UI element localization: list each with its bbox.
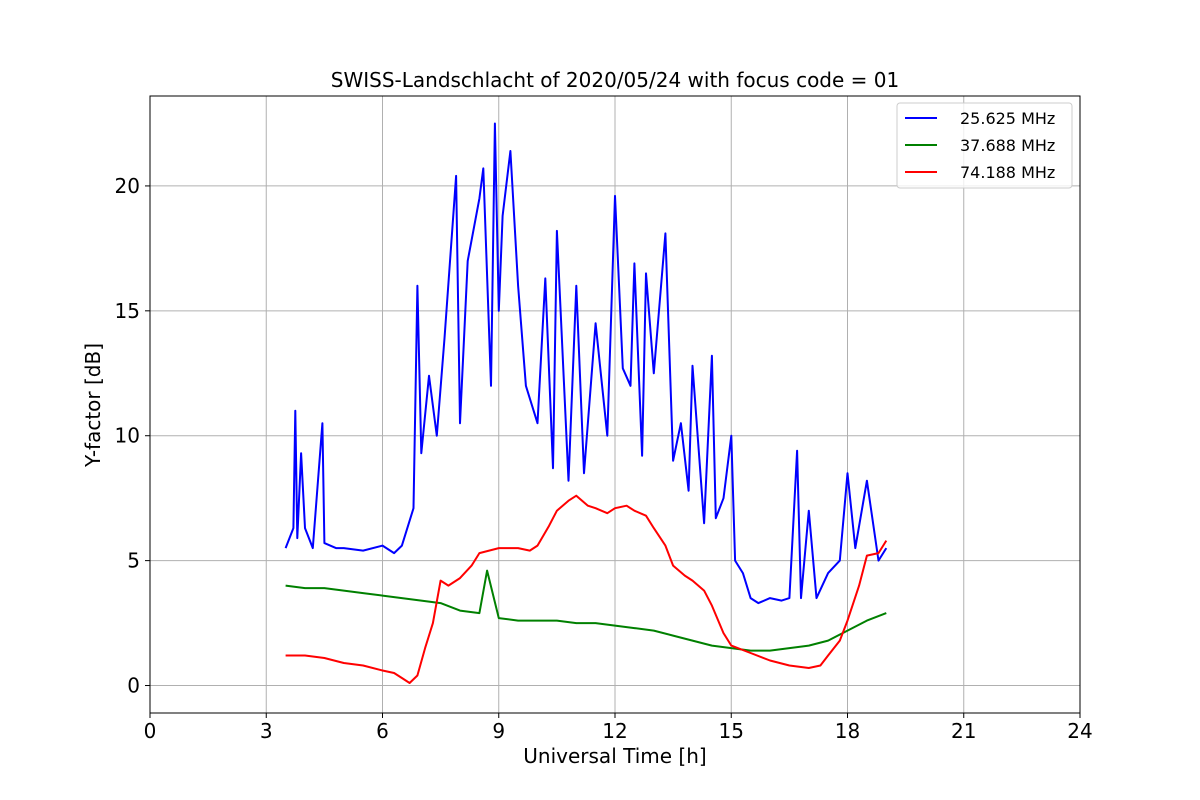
x-tick-label: 3 (260, 719, 273, 743)
legend-box (896, 102, 1073, 189)
series-layer (284, 122, 888, 684)
chart-title: SWISS-Landschlacht of 2020/05/24 with fo… (331, 68, 899, 92)
series-line-74-188-mhz (285, 494, 888, 684)
legend-label-37-688: 37.688 MHz (960, 136, 1055, 155)
y-tick-label: 10 (115, 424, 140, 448)
x-tick-label: 15 (719, 719, 744, 743)
x-tick-label: 18 (835, 719, 860, 743)
x-tick-label: 24 (1067, 719, 1092, 743)
y-tick-label: 15 (115, 299, 140, 323)
y-tick-label: 20 (115, 174, 140, 198)
x-tick-label: 6 (376, 719, 389, 743)
y-axis-label: Y-factor [dB] (81, 343, 105, 468)
legend-label-74-188: 74.188 MHz (960, 163, 1055, 182)
series-line-37-688-mhz (285, 569, 887, 652)
tick-layer: 0 3 6 9 12 15 18 21 24 0 5 10 15 20 (115, 174, 1093, 743)
legend-label-25-625: 25.625 MHz (960, 109, 1055, 128)
x-tick-label: 21 (951, 719, 976, 743)
x-axis-label: Universal Time [h] (523, 744, 706, 768)
legend: 25.625 MHz 37.688 MHz 74.188 MHz (896, 102, 1073, 189)
x-tick-label: 12 (602, 719, 627, 743)
y-tick-label: 5 (127, 549, 140, 573)
series-line-25-625-mhz (284, 122, 888, 605)
y-tick-label: 0 (127, 674, 140, 698)
x-tick-label: 9 (492, 719, 505, 743)
x-tick-label: 0 (144, 719, 157, 743)
